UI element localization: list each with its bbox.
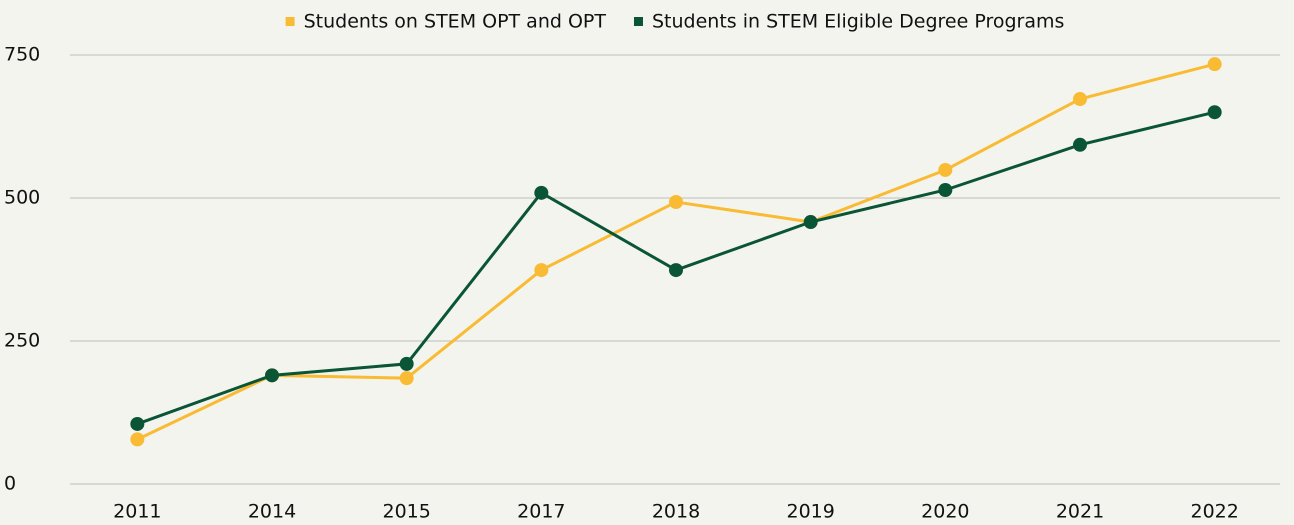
- data-point: [1207, 105, 1222, 120]
- data-point: [399, 371, 414, 386]
- legend-label: Students in STEM Eligible Degree Program…: [652, 11, 1064, 33]
- x-tick-label: 2018: [652, 501, 700, 523]
- legend: Students on STEM OPT and OPT Students in …: [285, 11, 1064, 33]
- y-tick-label: 500: [4, 187, 40, 209]
- data-point: [1073, 137, 1087, 152]
- legend-swatch: [285, 17, 295, 26]
- data-point: [1207, 57, 1222, 72]
- data-point: [265, 368, 279, 383]
- data-point: [399, 356, 414, 371]
- y-tick-label: 250: [4, 330, 40, 352]
- x-tick-label: 2020: [921, 501, 969, 523]
- data-point: [1073, 92, 1087, 107]
- x-tick-label: 2021: [1056, 501, 1104, 523]
- data-point: [130, 432, 145, 447]
- series-line: [136, 62, 1216, 441]
- data-point: [669, 263, 683, 278]
- data-point: [938, 182, 953, 197]
- x-tick-label: 2022: [1190, 501, 1238, 523]
- x-tick-label: 2014: [248, 501, 296, 523]
- y-tick-label: 750: [4, 44, 40, 66]
- data-point: [803, 215, 818, 230]
- data-point: [938, 162, 953, 177]
- legend-swatch: [633, 17, 643, 26]
- x-tick-label: 2019: [786, 501, 834, 523]
- data-point: [130, 416, 145, 431]
- y-tick-label: 0: [4, 473, 16, 495]
- x-tick-label: 2017: [517, 501, 565, 523]
- data-point: [534, 185, 549, 200]
- legend-label: Students on STEM OPT and OPT: [304, 11, 607, 33]
- data-point: [669, 195, 683, 210]
- x-tick-label: 2011: [113, 501, 161, 523]
- data-point: [534, 263, 549, 278]
- x-tick-label: 2015: [382, 501, 430, 523]
